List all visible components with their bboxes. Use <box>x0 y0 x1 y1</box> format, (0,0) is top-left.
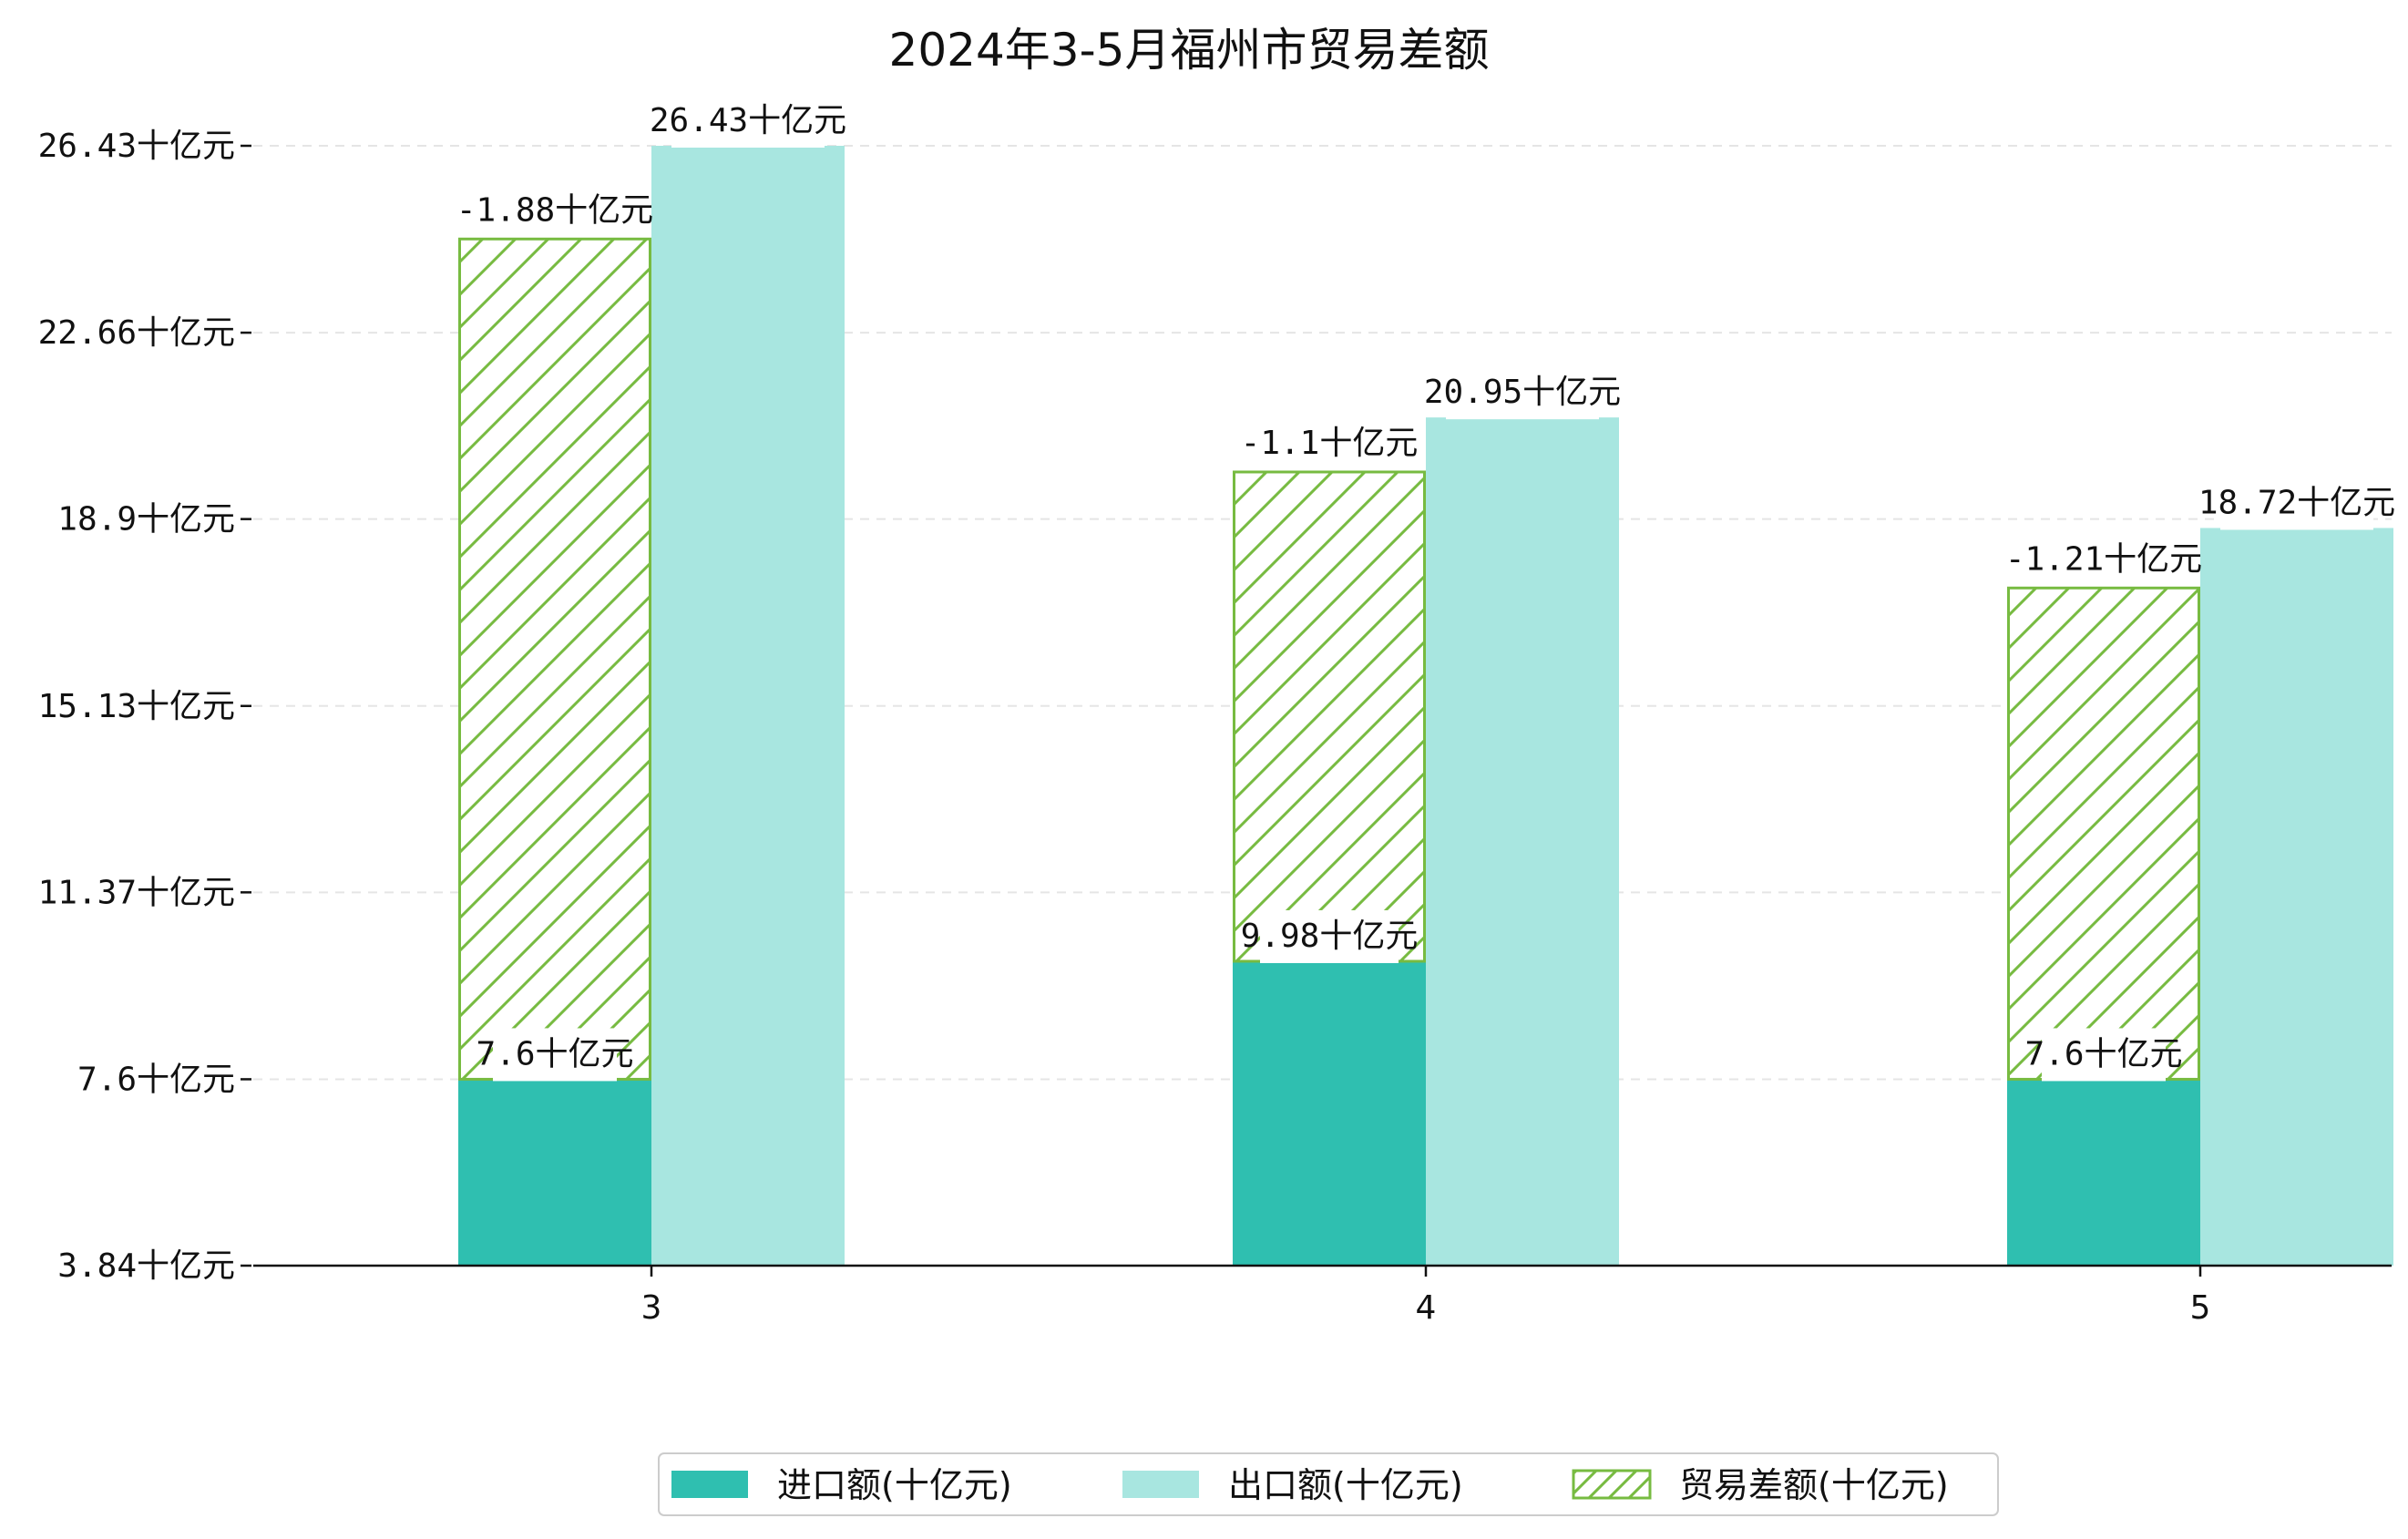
bars-layer <box>458 146 2393 1267</box>
export-value-label: 18.72十亿元 <box>2198 484 2395 521</box>
import-bar <box>458 1079 651 1266</box>
balance-bar <box>458 237 651 1081</box>
y-tick-label: 11.37十亿元 <box>38 874 235 911</box>
balance-value-label-bg <box>478 184 631 238</box>
y-tick-label: 7.6十亿元 <box>77 1061 235 1098</box>
export-bar <box>1426 417 1619 1267</box>
balance-bar <box>1233 470 1426 963</box>
import-bar <box>1233 960 1426 1266</box>
legend-frame <box>658 1452 1999 1516</box>
legend-label-balance: 贸易差额(十亿元) <box>1679 1465 1949 1505</box>
balance-value-label: -1.21十亿元 <box>2005 540 2202 578</box>
y-tick-label: 26.43十亿元 <box>38 128 235 165</box>
y-tick-label: 3.84十亿元 <box>57 1247 235 1285</box>
balance-value-label: -1.88十亿元 <box>456 191 653 229</box>
data-labels-layer: 26.43十亿元 -1.88十亿元 7.6十亿元 20.95十亿元-1.1十亿元 9.9… <box>456 95 2395 1082</box>
import-value-label-bg <box>1260 909 1399 963</box>
balance-value-label-bg <box>1260 416 1399 470</box>
x-axis: 3 4 5 <box>641 1266 2211 1327</box>
import-value-label-bg <box>2042 1028 2166 1082</box>
y-tick-label: 22.66十亿元 <box>38 314 235 352</box>
export-value-label: 26.43十亿元 <box>650 102 846 139</box>
export-value-label-bg <box>671 95 825 148</box>
x-tick-label: 3 <box>641 1289 662 1327</box>
import-value-label: 7.6十亿元 <box>476 1035 633 1072</box>
export-value-label: 20.95十亿元 <box>1424 374 1621 411</box>
import-value-label: 7.6十亿元 <box>2024 1035 2182 1072</box>
import-bar <box>2007 1079 2200 1266</box>
legend-swatch-balance <box>1572 1469 1652 1500</box>
legend-label-import: 进口额(十亿元) <box>777 1465 1012 1505</box>
chart-title: 2024年3-5月福州市贸易差额 <box>889 24 1490 77</box>
export-bar <box>651 146 845 1266</box>
y-axis: 3.84十亿元 7.6十亿元 11.37十亿元 15.13十亿元 18.9十亿元 22.6… <box>38 128 251 1285</box>
balance-bar <box>2007 586 2200 1081</box>
balance-value-label-bg <box>2027 533 2180 587</box>
y-tick-label: 18.9十亿元 <box>57 501 235 539</box>
import-value-label-bg <box>493 1028 617 1082</box>
x-tick-label: 4 <box>1416 1289 1437 1327</box>
x-tick-label: 5 <box>2190 1289 2211 1327</box>
legend-swatch-export <box>1122 1471 1199 1498</box>
legend: 进口额(十亿元) 出口额(十亿元) 贸易差额(十亿元) <box>658 1452 1999 1516</box>
legend-swatch-import <box>671 1471 748 1498</box>
y-tick-label: 15.13十亿元 <box>38 688 235 725</box>
import-value-label: 9.98十亿元 <box>1241 918 1419 955</box>
export-value-label-bg <box>2220 477 2373 530</box>
export-value-label-bg <box>1446 366 1599 420</box>
export-bar <box>2200 528 2393 1266</box>
balance-value-label: -1.1十亿元 <box>1241 425 1419 462</box>
legend-label-export: 出口额(十亿元) <box>1228 1465 1463 1505</box>
